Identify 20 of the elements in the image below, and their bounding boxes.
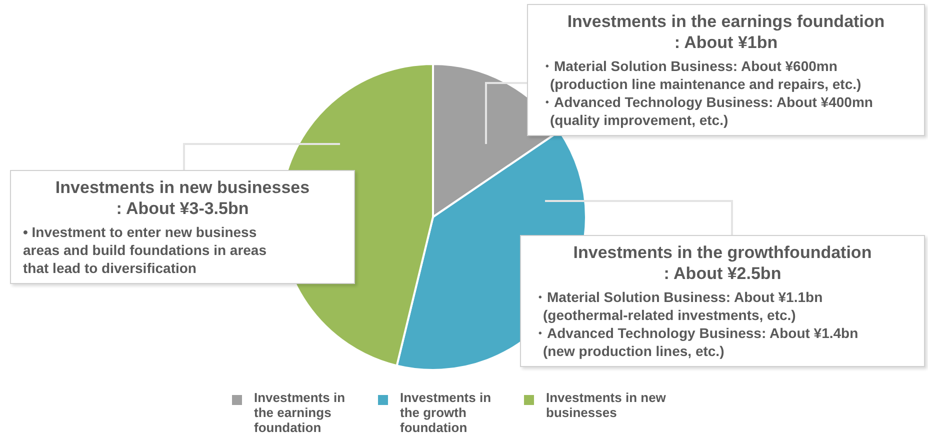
text: that lead to diversification <box>22 259 198 277</box>
text: : About ¥1bn <box>673 32 779 53</box>
text: (production line maintenance and repairs, etc.) <box>549 75 862 93</box>
text: areas and build foundations in areas <box>22 241 268 259</box>
text: ・Material Solution Business: About ¥600mn <box>539 57 838 75</box>
legend-label: Investments in the earnings foundation <box>254 390 346 435</box>
text: : About ¥2.5bn <box>662 263 782 284</box>
text: (new production lines, etc.) <box>542 342 726 360</box>
text: Investments in the earnings foundation <box>566 11 886 32</box>
text: : About ¥3-3.5bn <box>115 198 250 219</box>
legend-label: Investments in new businesses <box>546 390 667 420</box>
text: • Investment to enter new business <box>22 223 258 241</box>
text: ・Advanced Technology Business: About ¥1.4bn <box>532 324 860 342</box>
legend-label: Investments in the growth foundation <box>400 390 492 435</box>
text: Investments in new businesses <box>54 177 311 198</box>
text: ・Advanced Technology Business: About ¥400mn <box>539 93 874 111</box>
text: (quality improvement, etc.) <box>549 111 730 129</box>
text: ・Material Solution Business: About ¥1.1bn <box>532 288 824 306</box>
text: (geothermal-related investments, etc.) <box>542 306 797 324</box>
text: Investments in the growthfoundation <box>572 242 873 263</box>
